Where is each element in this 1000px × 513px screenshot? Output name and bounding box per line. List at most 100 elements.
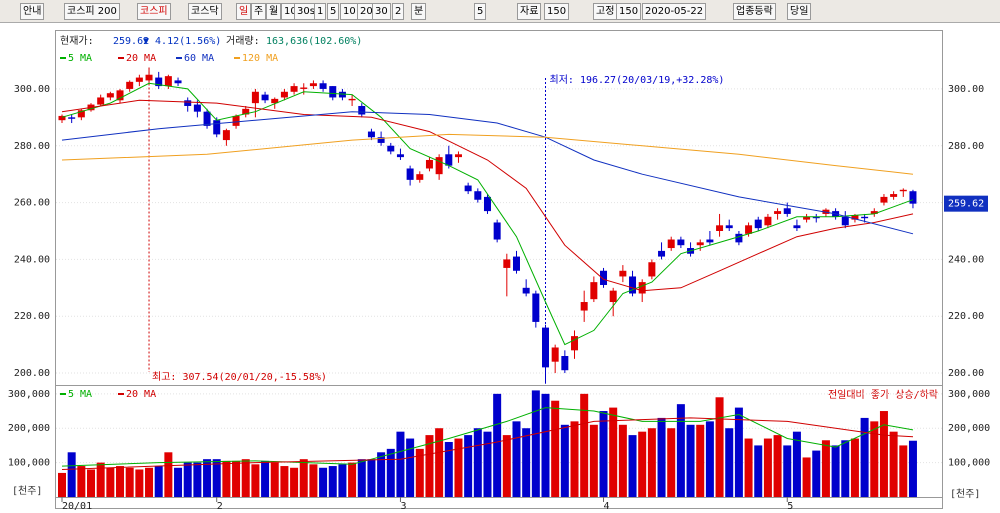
y-tick-label: 260.00 <box>14 198 50 209</box>
volume-bar <box>357 459 366 497</box>
candle-body <box>222 130 230 141</box>
volume-bar <box>831 445 840 497</box>
volume-bar <box>309 464 318 497</box>
x-tick-label: 20/01 <box>62 501 92 512</box>
volume-bar <box>212 459 221 497</box>
toolbar-item[interactable]: 월 <box>266 3 282 20</box>
annotation: 최저: 196.27(20/03/19,+32.28%) <box>550 74 725 86</box>
volume-bar <box>599 411 608 497</box>
ma-line <box>61 417 914 470</box>
toolbar-item[interactable]: 고정 <box>593 3 618 20</box>
candle-body <box>387 145 395 152</box>
candle-body <box>435 157 443 175</box>
volume-bar <box>763 438 772 497</box>
volume-bar <box>541 393 550 497</box>
candle-body <box>425 159 433 169</box>
annotation: 최고: 307.54(20/01/20,-15.58%) <box>152 371 327 383</box>
volume-bar <box>444 441 453 497</box>
legend-label: 60 MA <box>184 53 214 64</box>
toolbar-item[interactable]: 1 <box>314 3 327 20</box>
candle-body <box>464 185 472 192</box>
volume-bar <box>290 467 299 497</box>
toolbar-item[interactable]: 2020-05-22 <box>642 3 707 20</box>
volume-label: 거래량: <box>226 35 260 47</box>
candle-body <box>251 91 259 104</box>
volume-bar <box>870 421 879 497</box>
volume-bar <box>705 421 714 497</box>
toolbar-item[interactable]: 5 <box>327 3 340 20</box>
candle-body <box>812 216 820 219</box>
y-tick-label: 280.00 <box>14 141 50 152</box>
volume-bar <box>464 435 473 497</box>
toolbar-item[interactable]: 자료 <box>517 3 542 20</box>
x-tick-label: 4 <box>604 501 610 512</box>
toolbar-item[interactable]: 150 <box>544 3 570 20</box>
volume-bar <box>860 417 869 497</box>
y-tick-label-right: 200,000 <box>948 423 990 434</box>
volume-bar <box>628 435 637 497</box>
x-tick-label: 3 <box>400 501 406 512</box>
toolbar-item[interactable]: 분 <box>411 3 427 20</box>
toolbar-item[interactable]: 안내 <box>20 3 45 20</box>
candle-body <box>648 262 656 277</box>
toolbar-item[interactable]: 코스피 <box>137 3 171 20</box>
volume-bar <box>589 424 598 497</box>
candle-body <box>300 87 308 89</box>
toolbar-item[interactable]: 업종등락 <box>733 3 776 20</box>
ma-line <box>61 111 914 235</box>
volume-bar <box>841 440 850 497</box>
candle-body <box>329 86 337 98</box>
toolbar-item[interactable]: 코스피 200 <box>64 3 120 20</box>
candle-body <box>58 115 66 121</box>
volume-bar <box>522 428 531 497</box>
candle-body <box>851 215 859 220</box>
volume-bar <box>299 459 308 497</box>
candle-body <box>503 259 511 268</box>
candle-body <box>261 94 269 101</box>
volume-bar <box>406 438 415 497</box>
volume-bar <box>638 431 647 497</box>
volume-bar <box>338 464 347 497</box>
volume-bar <box>164 452 173 497</box>
candle-body <box>609 290 617 303</box>
y-tick-label: 200.00 <box>14 368 50 379</box>
toolbar-item[interactable]: 당일 <box>787 3 812 20</box>
volume-bar <box>754 445 763 497</box>
candle-body <box>280 91 288 98</box>
toolbar-item[interactable]: 30 <box>372 3 391 20</box>
candle-body <box>416 174 424 180</box>
toolbar-item[interactable]: 2 <box>392 3 405 20</box>
volume-bar <box>609 407 618 497</box>
toolbar-item[interactable]: 코스닥 <box>188 3 222 20</box>
toolbar-item[interactable]: 일 <box>236 3 252 20</box>
volume-bar <box>415 448 424 497</box>
volume-bar <box>367 459 376 497</box>
candle-body <box>774 211 782 214</box>
candle-body <box>735 233 743 243</box>
volume-bar <box>618 424 627 497</box>
volume-bar <box>251 464 260 497</box>
volume-bar <box>280 466 289 497</box>
toolbar-item[interactable]: 150 <box>616 3 642 20</box>
candle-body <box>696 242 704 246</box>
toolbar-item[interactable]: 주 <box>251 3 267 20</box>
x-tick-label: 2 <box>217 501 223 512</box>
y-tick-label-right: 300,000 <box>948 389 990 400</box>
y-tick-label-right: 200.00 <box>948 368 984 379</box>
y-tick-label-right: 240.00 <box>948 254 984 265</box>
candle-body <box>213 120 221 135</box>
volume-bar <box>203 459 212 497</box>
volume-bar <box>473 428 482 497</box>
toolbar-item[interactable]: 20 <box>357 3 376 20</box>
volume-bar <box>67 452 76 497</box>
change: ▼ 4.12(1.56%) <box>143 36 221 47</box>
toolbar-item[interactable]: 5 <box>474 3 487 20</box>
volume-bar <box>77 466 86 497</box>
y-tick-label-right: 100,000 <box>948 458 990 469</box>
candle-body <box>77 110 85 118</box>
volume-bar <box>425 435 434 497</box>
candle-body <box>706 239 714 243</box>
candle-body <box>764 216 772 226</box>
y-tick-label: 220.00 <box>14 311 50 322</box>
volume-bar <box>715 397 724 497</box>
